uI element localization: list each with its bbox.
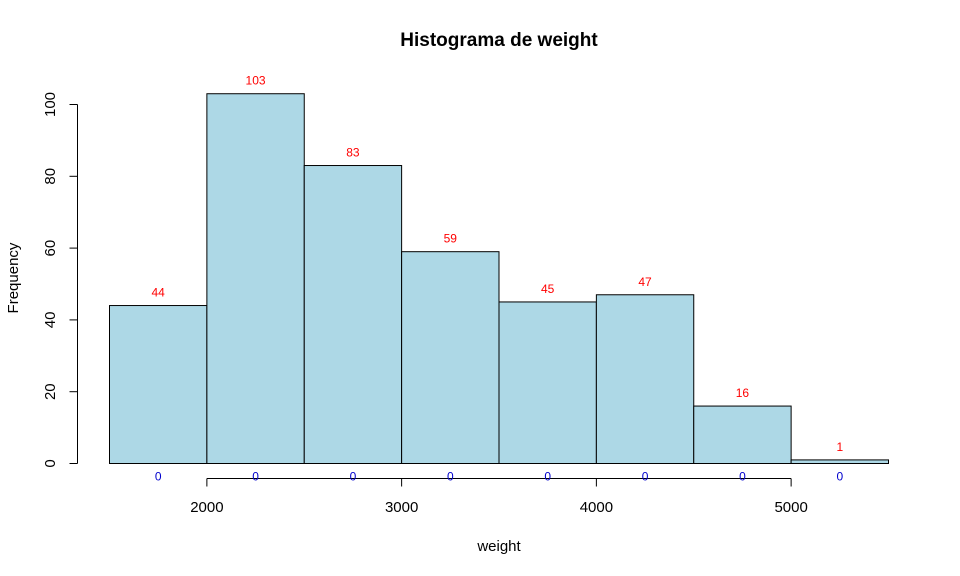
bar-zero-label: 0 bbox=[447, 470, 454, 484]
histogram-bar bbox=[303, 165, 403, 464]
histogram-bar bbox=[498, 301, 597, 465]
bar-count-label: 16 bbox=[736, 386, 750, 400]
y-tick-label: 100 bbox=[42, 92, 59, 117]
axes-layer: 2000 3000 4000 5000 0 20 40 60 80 100 bbox=[42, 92, 808, 516]
bar-count-label: 83 bbox=[346, 146, 360, 160]
bar-zero-label: 0 bbox=[836, 470, 843, 484]
bar-zero-label: 0 bbox=[544, 470, 551, 484]
bar-count-label: 47 bbox=[638, 275, 652, 289]
x-tick-label: 2000 bbox=[190, 499, 223, 516]
y-tick-label: 80 bbox=[42, 168, 59, 185]
bar-zero-label: 0 bbox=[350, 470, 357, 484]
bar-zero-label: 0 bbox=[739, 470, 746, 484]
histogram-bar bbox=[109, 305, 208, 465]
x-tick-label: 3000 bbox=[385, 499, 418, 516]
bar-count-label: 1 bbox=[836, 440, 843, 454]
bar-count-label: 103 bbox=[246, 74, 266, 88]
bar-count-label: 45 bbox=[541, 282, 555, 296]
histogram-bar bbox=[790, 459, 889, 465]
y-tick-label: 40 bbox=[42, 312, 59, 329]
y-tick-label: 60 bbox=[42, 240, 59, 257]
bars-layer bbox=[109, 93, 889, 465]
bar-zero-label: 0 bbox=[642, 470, 649, 484]
histogram-bar bbox=[595, 294, 695, 464]
y-tick-label: 20 bbox=[42, 383, 59, 400]
chart-title: Histograma de weight bbox=[400, 30, 598, 51]
y-tick-label: 0 bbox=[42, 459, 59, 467]
x-tick-label: 4000 bbox=[580, 499, 613, 516]
bar-zero-label: 0 bbox=[252, 470, 259, 484]
histogram-bar bbox=[401, 251, 500, 464]
y-axis-label: Frequency bbox=[5, 242, 22, 313]
x-tick-label: 5000 bbox=[774, 499, 807, 516]
bar-zero-label: 0 bbox=[155, 470, 162, 484]
x-axis-label: weight bbox=[476, 538, 521, 555]
bar-count-label: 44 bbox=[152, 286, 166, 300]
histogram-bar bbox=[693, 405, 792, 464]
histogram-bar bbox=[206, 93, 305, 464]
bar-count-label: 59 bbox=[444, 232, 458, 246]
labels-layer: 44 0 103 0 83 0 59 0 45 0 47 0 16 0 1 0 bbox=[152, 74, 844, 484]
